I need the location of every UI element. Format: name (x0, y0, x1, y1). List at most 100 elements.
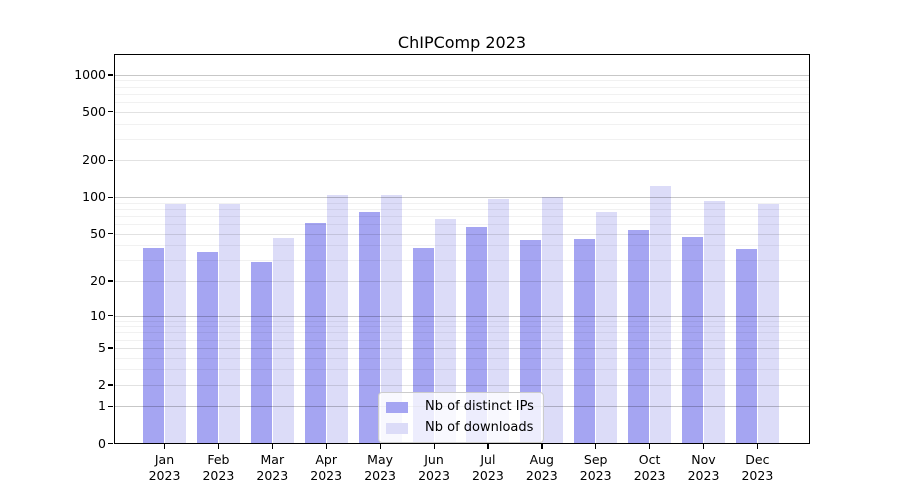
y-tick-50 (108, 233, 113, 235)
x-tick-feb (217, 444, 220, 449)
y-tick-label-50: 50 (90, 225, 106, 241)
gridline-y-100 (114, 197, 810, 199)
gridline-y-1000 (114, 74, 810, 76)
gridline-y-400 (114, 123, 810, 125)
x-tick-label-mar: Mar 2023 (256, 452, 289, 483)
bar-downloads-sep (596, 212, 618, 444)
y-tick-10 (108, 315, 113, 317)
gridline-y-500 (114, 111, 810, 113)
gridline-y-10 (114, 315, 810, 317)
y-tick-label-10: 10 (90, 307, 106, 323)
bar-ips-jan (143, 247, 164, 444)
y-tick-2 (108, 384, 113, 386)
gridline-y-20 (114, 280, 810, 282)
gridline-y-800 (114, 86, 810, 88)
x-tick-label-dec: Dec 2023 (741, 452, 774, 483)
gridline-y-50 (114, 233, 810, 235)
gridline-y-60 (114, 224, 810, 226)
legend-item-distinct-ips: Nb of distinct IPs (386, 399, 534, 415)
gridline-y-2 (114, 384, 810, 386)
x-tick-label-nov: Nov 2023 (687, 452, 720, 483)
bar-downloads-jun (434, 219, 456, 444)
bar-downloads-may (380, 195, 402, 444)
x-tick-label-feb: Feb 2023 (202, 452, 235, 483)
legend-label-distinct-ips: Nb of distinct IPs (425, 399, 534, 414)
bar-ips-nov (682, 236, 703, 444)
gridline-y-80 (114, 208, 810, 210)
y-tick-0 (108, 443, 113, 445)
x-tick-nov (703, 444, 705, 449)
gridline-y-600 (114, 101, 810, 103)
right-spine (809, 54, 811, 444)
y-tick-label-2: 2 (98, 376, 106, 392)
x-tick-apr (325, 444, 327, 449)
chart-title: ChIPComp 2023 (397, 33, 527, 52)
x-tick-label-jul: Jul 2023 (471, 452, 504, 483)
legend-item-downloads: Nb of downloads (386, 420, 534, 436)
x-tick-sep (595, 444, 597, 449)
gridline-y-30 (114, 260, 810, 262)
legend-swatch-downloads (386, 422, 408, 434)
y-tick-label-100: 100 (82, 189, 106, 205)
x-tick-label-jan: Jan 2023 (148, 452, 181, 483)
legend: Nb of distinct IPs Nb of downloads (378, 392, 544, 443)
x-tick-label-jun: Jun 2023 (418, 452, 450, 483)
bar-ips-sep (574, 239, 596, 444)
gridline-y-70 (114, 215, 810, 217)
bar-downloads-apr (326, 195, 348, 444)
y-tick-label-0: 0 (98, 435, 106, 451)
y-tick-label-5: 5 (98, 339, 106, 355)
bar-ips-jul (466, 226, 488, 444)
gridline-y-200 (114, 160, 810, 162)
x-tick-label-oct: Oct 2023 (633, 452, 666, 483)
y-tick-label-500: 500 (82, 103, 106, 119)
y-tick-200 (108, 159, 113, 162)
x-tick-label-aug: Aug 2023 (525, 452, 558, 483)
gridline-y-300 (114, 138, 810, 140)
bar-ips-mar (250, 261, 272, 444)
gridline-y-8 (114, 326, 810, 328)
gridline-y-40 (114, 245, 810, 247)
gridline-y-5 (114, 347, 810, 349)
y-tick-label-1: 1 (98, 398, 106, 414)
x-axis-spine (114, 443, 810, 445)
y-tick-label-200: 200 (82, 152, 106, 168)
bar-downloads-jan (165, 203, 186, 444)
bar-downloads-feb (218, 204, 240, 444)
y-tick-100 (108, 196, 113, 198)
y-tick-label-20: 20 (90, 272, 106, 288)
y-tick-500 (108, 111, 113, 113)
gridline-y-6 (114, 339, 810, 341)
gridline-y-9 (114, 320, 810, 322)
plot-area: Nb of distinct IPs Nb of downloads 0 1 2 5 1… (74, 54, 811, 483)
bar-downloads-aug (542, 197, 564, 444)
bar-ips-apr (304, 223, 326, 444)
gridline-y-900 (114, 80, 810, 82)
x-tick-oct (649, 444, 651, 449)
bar-downloads-nov (704, 200, 725, 444)
x-tick-label-sep: Sep 2023 (579, 452, 612, 483)
gridline-y-4 (114, 357, 810, 359)
x-tick-mar (271, 444, 274, 449)
y-tick-5 (108, 347, 113, 349)
bar-downloads-jul (488, 199, 510, 444)
y-tick-label-1000: 1000 (74, 66, 106, 82)
x-tick-jan (164, 444, 166, 449)
x-tick-jun (433, 444, 435, 449)
gridline-y-7 (114, 332, 810, 334)
x-tick-jul (487, 444, 489, 449)
bar-downloads-oct (650, 185, 672, 444)
gridline-y-700 (114, 93, 810, 95)
bar-ips-dec (735, 249, 757, 444)
x-tick-aug (541, 444, 543, 449)
y-tick-1000 (108, 74, 113, 76)
gridline-y-90 (114, 202, 810, 204)
bar-ips-oct (628, 229, 650, 444)
y-axis-spine (114, 54, 116, 444)
top-spine (114, 54, 810, 56)
bar-downloads-dec (757, 204, 779, 444)
y-tick-20 (108, 280, 113, 282)
y-tick-1 (108, 405, 113, 408)
gridline-y-3 (114, 369, 810, 371)
